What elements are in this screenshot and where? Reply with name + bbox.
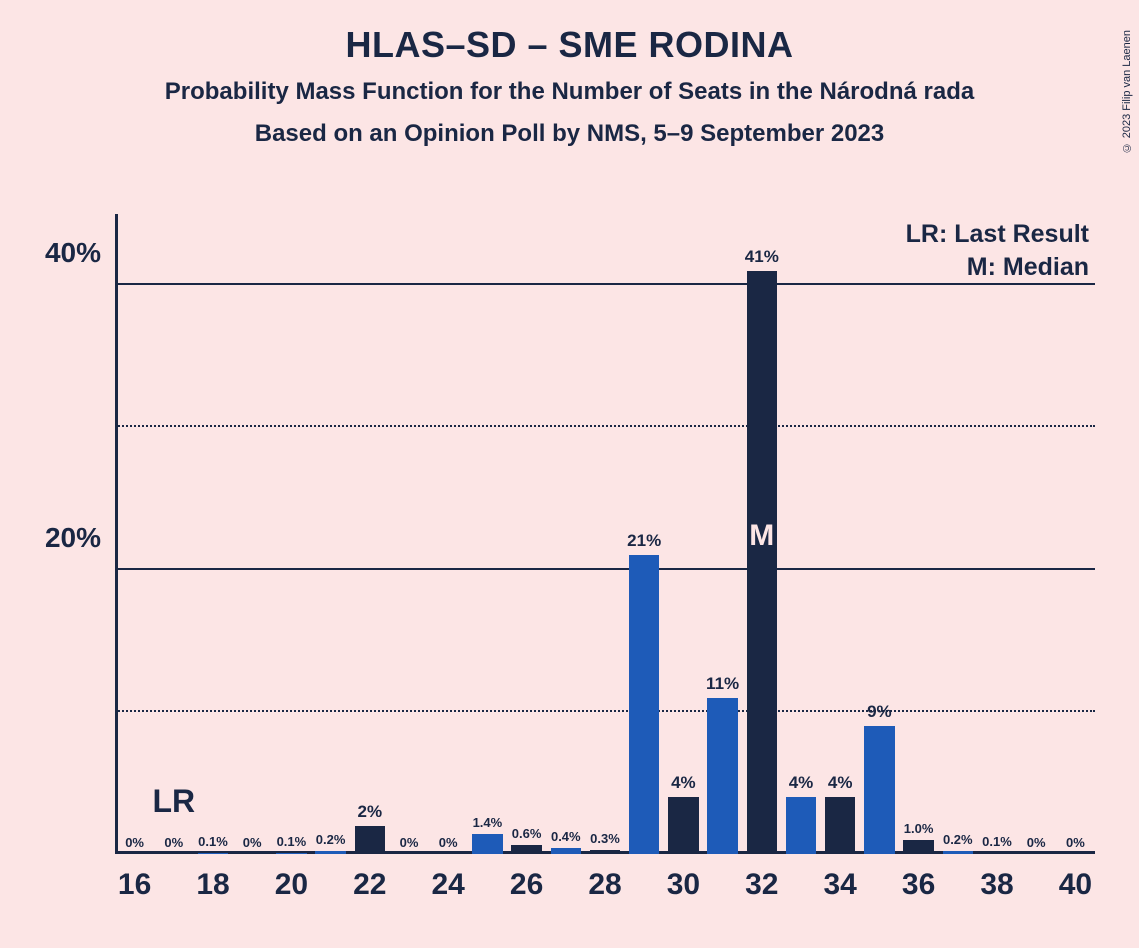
bar: [668, 797, 699, 854]
x-tick-label: 40: [1059, 868, 1092, 902]
x-tick-label: 20: [275, 868, 308, 902]
bar-value-label: 41%: [732, 247, 792, 267]
bar-value-label: 0%: [418, 835, 478, 850]
plot-area: 20%40% 0%0%0.1%0%0.1%0.2%2%0%0%1.4%0.6%0…: [115, 214, 1095, 854]
x-tick-label: 28: [588, 868, 621, 902]
bars-container: [115, 214, 1095, 854]
bar: [551, 848, 582, 854]
bar-value-label: 21%: [614, 531, 674, 551]
bar: [629, 555, 660, 854]
bar: [276, 853, 307, 854]
x-tick-label: 18: [196, 868, 229, 902]
bar-value-label: 9%: [849, 702, 909, 722]
bar: [825, 797, 856, 854]
bar: [511, 845, 542, 854]
bar-value-label: 4%: [810, 773, 870, 793]
y-tick-label: 40%: [45, 237, 101, 269]
x-tick-label: 30: [667, 868, 700, 902]
bar-value-label: 0.3%: [575, 831, 635, 846]
bar: [590, 850, 621, 854]
y-tick-label: 20%: [45, 522, 101, 554]
copyright-text: © 2023 Filip van Laenen: [1121, 30, 1133, 153]
x-tick-label: 26: [510, 868, 543, 902]
bar-value-label: 0%: [1045, 835, 1105, 850]
x-tick-label: 22: [353, 868, 386, 902]
x-tick-label: 34: [824, 868, 857, 902]
legend-m: M: Median: [906, 253, 1089, 282]
chart-subtitle: Probability Mass Function for the Number…: [0, 78, 1139, 106]
x-tick-label: 16: [118, 868, 151, 902]
bar: [943, 851, 974, 854]
bar: [747, 271, 778, 854]
legend: LR: Last Result M: Median: [906, 220, 1089, 286]
chart-title: HLAS–SD – SME RODINA: [0, 24, 1139, 66]
legend-lr: LR: Last Result: [906, 220, 1089, 249]
bar-value-label: 0.2%: [301, 832, 361, 847]
x-tick-label: 24: [432, 868, 465, 902]
bar: [786, 797, 817, 854]
last-result-marker: LR: [152, 783, 195, 820]
x-tick-label: 36: [902, 868, 935, 902]
bar: [982, 853, 1013, 854]
bar-value-label: 2%: [340, 802, 400, 822]
bar: [315, 851, 346, 854]
x-tick-label: 32: [745, 868, 778, 902]
bar-value-label: 11%: [693, 674, 753, 694]
x-tick-label: 38: [980, 868, 1013, 902]
bar: [198, 853, 229, 854]
bar-value-label: 4%: [653, 773, 713, 793]
chart-source: Based on an Opinion Poll by NMS, 5–9 Sep…: [0, 120, 1139, 148]
median-marker: M: [749, 519, 774, 553]
